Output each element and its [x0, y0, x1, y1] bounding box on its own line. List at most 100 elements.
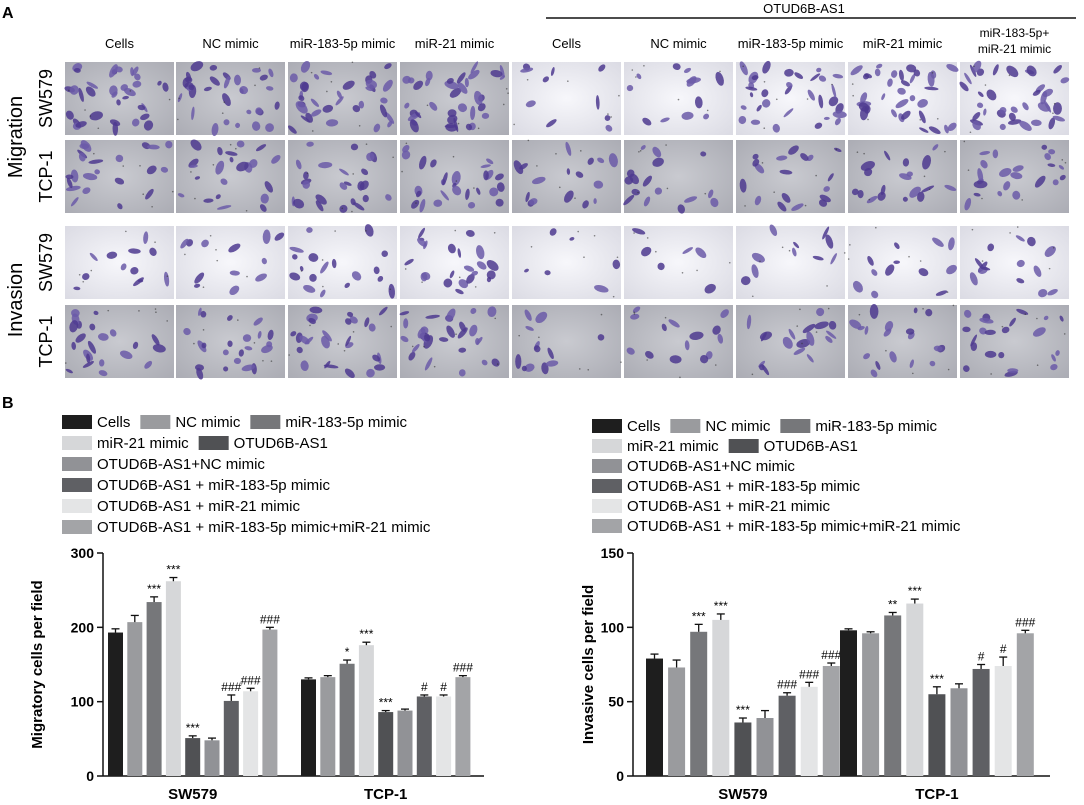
legend-swatch [592, 519, 622, 533]
micrograph [960, 140, 1069, 213]
column-label: Cells [105, 36, 134, 51]
micrograph [176, 226, 285, 299]
bar [668, 667, 686, 776]
bar [378, 712, 394, 776]
micrograph [399, 305, 509, 378]
micrograph [512, 62, 621, 135]
bars: *********#########********##### [646, 584, 1036, 776]
bar [646, 658, 663, 776]
micrograph [65, 226, 174, 299]
bar [928, 694, 946, 776]
legend-swatch [592, 459, 622, 473]
bar [320, 677, 336, 776]
significance-label: ### [221, 680, 241, 694]
significance-label: *** [147, 582, 161, 596]
legend: Cells NC mimic miR-183-5p mimic miR-21 mimi… [62, 414, 431, 536]
micrograph [959, 60, 1070, 135]
bar [712, 619, 730, 776]
legend-swatch [62, 415, 92, 429]
bar [358, 645, 374, 776]
bar [127, 622, 143, 776]
legend-label: miR-21 mimic [627, 438, 719, 455]
y-tick-label: 150 [601, 545, 625, 561]
micrograph [287, 60, 397, 135]
micrograph [624, 305, 733, 379]
bar [1016, 633, 1034, 776]
significance-label: ### [799, 667, 819, 681]
bar [862, 633, 880, 776]
bar [994, 665, 1012, 776]
significance-label: ### [1015, 615, 1035, 629]
bar [822, 665, 840, 776]
micrograph [176, 61, 285, 137]
legend-label: OTUD6B-AS1+NC mimic [97, 456, 265, 473]
bar [950, 688, 968, 776]
micrograph [624, 62, 733, 135]
legend-swatch [670, 419, 701, 433]
micrograph [288, 305, 397, 379]
legend-swatch [592, 419, 622, 433]
legend-label: miR-183-5p mimic [285, 414, 407, 431]
legend-label: OTUD6B-AS1 + miR-183-5p mimic [627, 478, 860, 495]
micrograph [288, 224, 397, 299]
significance-label: ### [241, 673, 261, 687]
panel-a: A OTUD6B-AS1 Cells NC mimic miR-183-5p mim… [2, 1, 1076, 380]
legend-swatch [140, 415, 171, 429]
significance-label: *** [186, 721, 200, 735]
legend-swatch [250, 415, 281, 429]
x-axis: SW579 TCP-1 [633, 775, 1050, 803]
significance-label: *** [379, 696, 393, 710]
assay-label: Invasion [5, 263, 27, 338]
y-tick-label: 100 [71, 694, 95, 710]
x-tick-label: SW579 [168, 786, 217, 803]
micrograph [736, 60, 847, 135]
micrograph [623, 140, 733, 214]
legend-label: OTUD6B-AS1 [764, 438, 858, 455]
micrograph [736, 140, 845, 213]
micrograph [847, 226, 957, 299]
y-tick-label: 0 [616, 768, 624, 784]
x-tick-label: TCP-1 [915, 786, 958, 803]
significance-label: *** [692, 609, 706, 623]
legend-label: Cells [627, 418, 660, 435]
cell-line-label: TCP-1 [36, 150, 56, 202]
legend-label: miR-183-5p mimic [815, 418, 937, 435]
micrograph [400, 61, 509, 135]
assay-label: Migration [5, 96, 27, 178]
column-label: miR-21 mimic [863, 36, 943, 51]
bar [165, 581, 181, 776]
legend-label: OTUD6B-AS1 + miR-21 mimic [627, 498, 830, 515]
legend-label: OTUD6B-AS1 + miR-21 mimic [97, 498, 300, 515]
micrograph [176, 305, 285, 380]
bar [301, 679, 316, 776]
bar [436, 696, 452, 776]
bar [906, 603, 924, 776]
legend-label: Cells [97, 414, 130, 431]
micrograph [64, 305, 174, 378]
micrograph [512, 226, 621, 299]
significance-label: *** [166, 563, 180, 577]
column-label: miR-21 mimic [415, 36, 495, 51]
legend-swatch [592, 479, 622, 493]
significance-label: # [421, 680, 428, 694]
column-label: NC mimic [650, 36, 707, 51]
y-tick-label: 200 [71, 619, 95, 635]
legend: Cells NC mimic miR-183-5p mimic miR-21 mimi… [592, 418, 961, 535]
micrograph [288, 140, 397, 213]
y-axis: 0 50 100 150 [601, 545, 634, 784]
legend-swatch [62, 478, 92, 492]
x-axis: SW579 TCP-1 [103, 775, 484, 803]
micrograph [960, 305, 1069, 378]
column-label: miR-183-5p+ [980, 26, 1050, 40]
legend-swatch [198, 436, 229, 450]
column-labels: Cells NC mimic miR-183-5p mimic miR-21 mimi… [105, 26, 1051, 56]
column-label: NC mimic [202, 36, 259, 51]
significance-label: ** [888, 597, 898, 611]
cell-line-label: SW579 [36, 69, 56, 128]
legend-swatch [592, 499, 622, 513]
legend-label: OTUD6B-AS1 + miR-183-5p mimic+miR-21 mim… [627, 518, 961, 535]
micrograph-grid [64, 60, 1070, 380]
legend-label: OTUD6B-AS1 + miR-183-5p mimic [97, 477, 330, 494]
significance-label: *** [930, 672, 944, 686]
